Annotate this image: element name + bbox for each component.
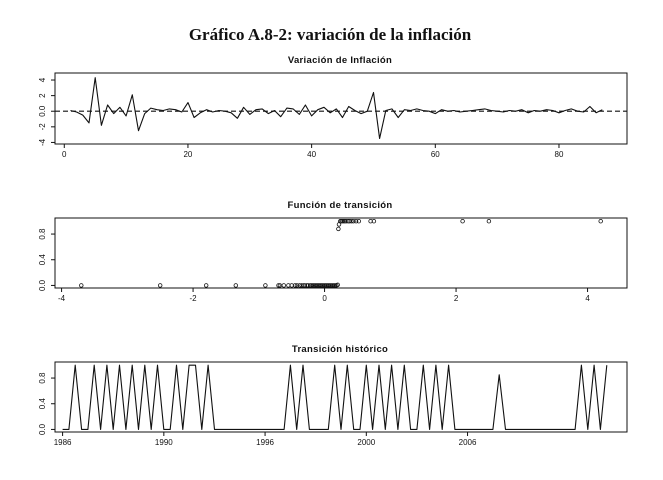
- scatter-point: [335, 282, 340, 287]
- panel-historico: Transición histórico 1986 1990 1996 2000 200…: [38, 344, 628, 447]
- plot-frame-transicion: [54, 217, 628, 289]
- x-tick-label: 1990: [155, 438, 173, 447]
- scatter-point: [294, 283, 300, 288]
- figure-title: Gráfico A.8-2: variación de la inflación: [189, 25, 472, 44]
- y-tick-label: 4: [38, 77, 47, 82]
- scatter-point: [341, 218, 346, 224]
- x-tick-label: 1986: [54, 438, 72, 447]
- x-tick-label: 60: [431, 150, 440, 159]
- x-tick-label: 2: [454, 294, 459, 303]
- plot-area-transicion: -4 -2 0 2 4 0.0 0.4 0.8: [38, 218, 603, 303]
- scatter-point: [351, 218, 356, 224]
- panel-title-historico: Transición histórico: [292, 344, 388, 355]
- y-tick-label: 0.0: [38, 105, 47, 117]
- y-tick-label: 0.8: [38, 228, 47, 240]
- scatter-point: [203, 283, 209, 288]
- y-tick-label: 0.4: [38, 254, 47, 266]
- scatter-point: [353, 218, 359, 224]
- scatter-point: [349, 218, 354, 224]
- scatter-point: [344, 218, 349, 224]
- y-tick-label: 2: [38, 93, 47, 98]
- y-tick-label: 0.4: [38, 398, 47, 410]
- scatter-point: [332, 283, 338, 288]
- panel-transicion: Función de transición -4 -2 0 2 4 0.0 0.4 0.8: [38, 200, 628, 303]
- scatter-point: [371, 218, 377, 224]
- series-line: [62, 364, 608, 430]
- scatter-point: [356, 218, 361, 224]
- scatter-point: [276, 283, 281, 288]
- y-tick-label: 0.0: [38, 423, 47, 435]
- plot-frame-historico: [54, 361, 628, 433]
- scatter-point: [281, 283, 286, 288]
- x-tick-label: 1996: [256, 438, 274, 447]
- x-tick-label: -4: [58, 294, 66, 303]
- scatter-point: [486, 218, 492, 224]
- y-tick-label: 0.8: [38, 372, 47, 384]
- x-tick-label: 2000: [357, 438, 375, 447]
- x-tick-label: 4: [585, 294, 590, 303]
- x-tick-label: 0: [62, 150, 67, 159]
- x-tick-label: 0: [322, 294, 327, 303]
- series-line: [70, 77, 603, 140]
- x-tick-label: 20: [183, 150, 192, 159]
- y-tick-label: -2: [38, 123, 47, 131]
- x-tick-label: 40: [307, 150, 316, 159]
- scatter-point: [460, 218, 465, 224]
- scatter-point: [157, 283, 163, 288]
- scatter-point: [79, 283, 84, 288]
- x-tick-label: 80: [555, 150, 564, 159]
- x-tick-label: 2006: [459, 438, 477, 447]
- panel-title-variacion: Variación de Inflación: [288, 55, 392, 66]
- scatter-point: [233, 283, 238, 288]
- panel-title-transicion: Función de transición: [287, 200, 392, 211]
- y-tick-label: 0.0: [38, 279, 47, 291]
- scatter-point: [292, 283, 298, 288]
- plot-frame-variacion: [54, 72, 628, 145]
- x-tick-label: -2: [190, 294, 198, 303]
- plot-area-variacion: 0 20 40 60 80 -4 -2 0.0 2 4: [38, 77, 627, 159]
- y-tick-label: -4: [38, 138, 47, 146]
- scatter-point: [336, 226, 341, 232]
- scatter-point: [299, 283, 304, 288]
- panel-variacion: Variación de Inflación 0 20 40 60 80 -4 -2 0.0 2…: [38, 55, 628, 159]
- scatter-point: [598, 218, 603, 224]
- plot-area-historico: 1986 1990 1996 2000 2006 0.0 0.4 0.8: [38, 364, 608, 447]
- scatter-point: [263, 283, 268, 288]
